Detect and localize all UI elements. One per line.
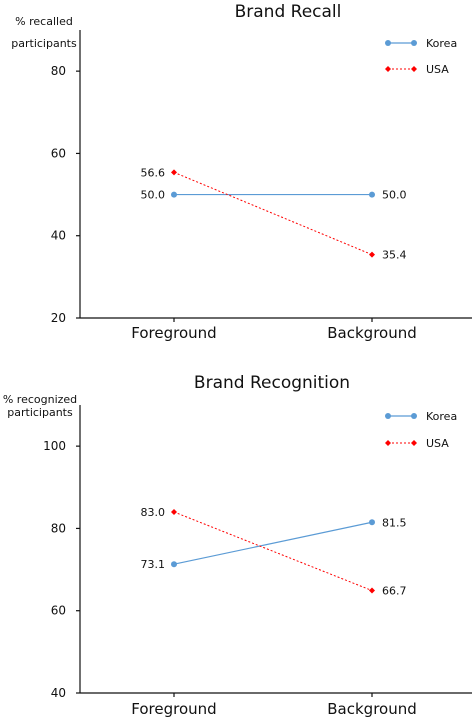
series-line-usa [173,171,373,256]
legend-marker [385,413,391,419]
legend-marker [385,66,391,72]
y-tick-label: 80 [51,64,66,78]
y-tick-label: 100 [43,439,66,453]
x-tick-label: Background [327,324,417,342]
data-label: 56.6 [141,166,166,179]
legend-marker [411,413,417,419]
legend-label: USA [426,437,449,450]
y-axis-label: % recalled [15,15,73,28]
data-label: 81.5 [382,516,407,529]
y-axis-label: % recognized [3,393,77,406]
y-tick-label: 20 [51,311,66,325]
data-label: 50.0 [382,189,407,202]
legend-marker [411,440,417,446]
y-axis-label: participants [7,406,73,419]
data-point-usa [369,251,375,258]
series-line-korea [173,521,373,565]
legend-marker [411,40,417,46]
data-point-usa [369,587,375,594]
y-tick-label: 40 [51,229,66,243]
data-point-korea [369,191,375,198]
y-axis-label: participants [11,37,77,50]
series-line-usa [173,511,373,592]
data-point-usa [171,508,177,515]
data-label: 73.1 [141,558,166,571]
legend-label: Korea [426,37,457,50]
data-label: 83.0 [141,506,166,519]
legend-label: USA [426,63,449,76]
data-point-korea [171,561,177,568]
legend-marker [385,440,391,446]
chart-title: Brand Recall [235,2,342,22]
legend-marker [385,40,391,46]
x-tick-label: Foreground [131,324,216,342]
legend-marker [411,66,417,72]
data-point-korea [171,191,177,198]
data-point-korea [369,519,375,526]
data-label: 66.7 [382,585,407,598]
data-point-usa [171,169,177,176]
data-label: 50.0 [141,189,166,202]
data-label: 35.4 [382,249,407,262]
x-tick-label: Background [327,700,417,718]
y-tick-label: 60 [51,604,66,618]
y-tick-label: 40 [51,686,66,700]
y-tick-label: 80 [51,521,66,535]
x-tick-label: Foreground [131,700,216,718]
legend-label: Korea [426,410,457,423]
chart-title: Brand Recognition [194,373,350,393]
y-tick-label: 60 [51,146,66,160]
